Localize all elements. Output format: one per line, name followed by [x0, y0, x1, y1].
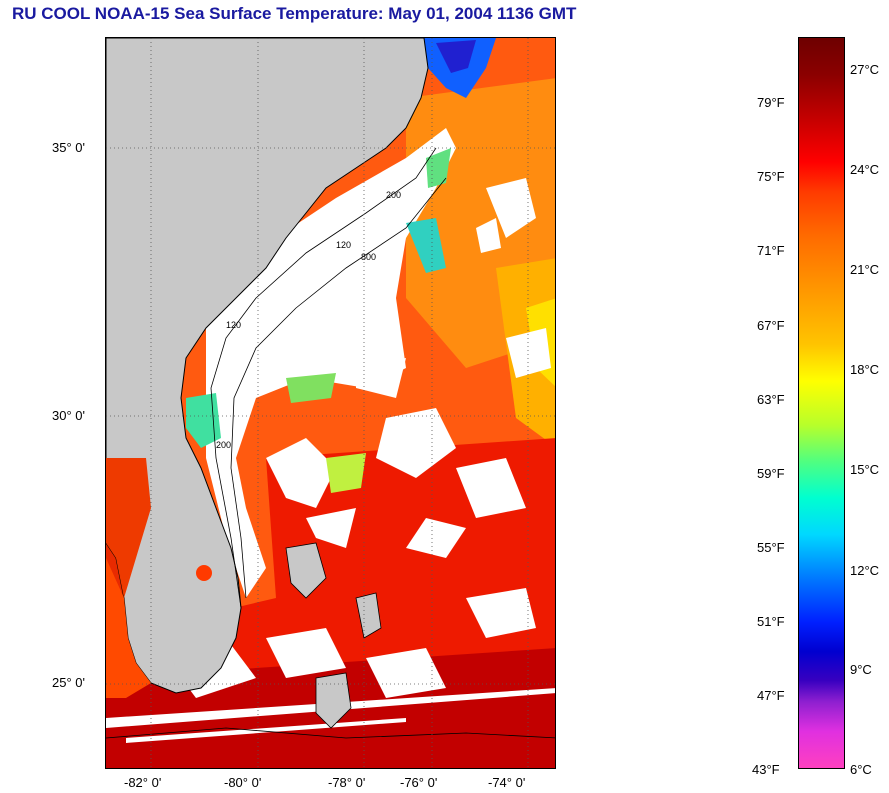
- lon-tick-78: -78° 0': [328, 775, 366, 790]
- cb-c-21: 21°C: [850, 262, 880, 277]
- land-bahamas: [285, 542, 382, 729]
- lat-tick-30: 30° 0': [52, 408, 85, 423]
- lon-tick-74: -74° 0': [488, 775, 526, 790]
- isobath-label-1: 200: [386, 190, 401, 200]
- cb-f-75: 75°F: [757, 169, 785, 184]
- lat-tick-35: 35° 0': [52, 140, 85, 155]
- sst-gulf-southwest: [106, 558, 151, 698]
- cb-c-24: 24°C: [850, 162, 880, 177]
- isobath-line-inner: [210, 147, 437, 609]
- cb-f-43: 43°F: [752, 762, 780, 777]
- lake-okeechobee: [196, 565, 212, 581]
- sst-map[interactable]: 200 120 800 120 200: [105, 37, 556, 769]
- temperature-colorbar: [798, 37, 845, 769]
- sst-map-canvas: 200 120 800 120 200: [106, 38, 555, 768]
- sst-cold-core: [436, 40, 476, 73]
- sst-gulf-west: [106, 458, 151, 598]
- cb-c-12: 12°C: [850, 563, 880, 578]
- cuba-coast: [106, 727, 555, 739]
- lon-tick-82: -82° 0': [124, 775, 162, 790]
- lon-tick-80: -80° 0': [224, 775, 262, 790]
- cloud-mask-patch: [356, 358, 406, 398]
- lat-tick-25: 25° 0': [52, 675, 85, 690]
- cb-f-79: 79°F: [757, 95, 785, 110]
- cb-f-47: 47°F: [757, 688, 785, 703]
- cb-c-6: 6°C: [850, 762, 872, 777]
- cb-c-9: 9°C: [850, 662, 872, 677]
- cb-f-67: 67°F: [757, 318, 785, 333]
- cb-c-18: 18°C: [850, 362, 880, 377]
- cb-f-59: 59°F: [757, 466, 785, 481]
- cb-f-71: 71°F: [757, 243, 785, 258]
- cb-f-55: 55°F: [757, 540, 785, 555]
- isobath-label-4: 120: [226, 320, 241, 330]
- isobath-labels: 200 120 800 120 200: [216, 190, 401, 450]
- cb-c-15: 15°C: [850, 462, 880, 477]
- sst-cool-coastal: [186, 148, 451, 493]
- isobath-label-2: 120: [336, 240, 351, 250]
- cb-f-51: 51°F: [757, 614, 785, 629]
- lon-tick-76: -76° 0': [400, 775, 438, 790]
- cb-f-63: 63°F: [757, 392, 785, 407]
- isobath-label-5: 200: [216, 440, 231, 450]
- land-southeast-us: [106, 38, 429, 694]
- isobath-line-outer: [230, 177, 447, 599]
- cb-c-27: 27°C: [850, 62, 880, 77]
- isobath-label-3: 800: [361, 252, 376, 262]
- map-title: RU COOL NOAA-15 Sea Surface Temperature:…: [12, 4, 577, 23]
